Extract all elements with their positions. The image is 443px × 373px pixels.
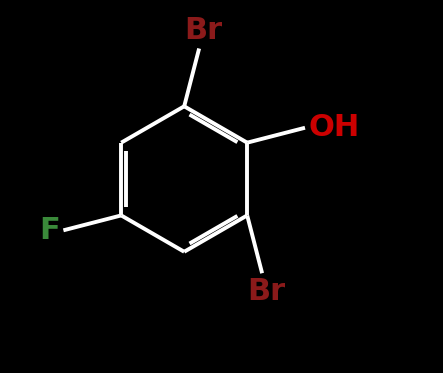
Text: Br: Br bbox=[247, 277, 285, 306]
Text: Br: Br bbox=[184, 16, 222, 45]
Text: F: F bbox=[39, 216, 60, 245]
Text: OH: OH bbox=[309, 113, 360, 142]
